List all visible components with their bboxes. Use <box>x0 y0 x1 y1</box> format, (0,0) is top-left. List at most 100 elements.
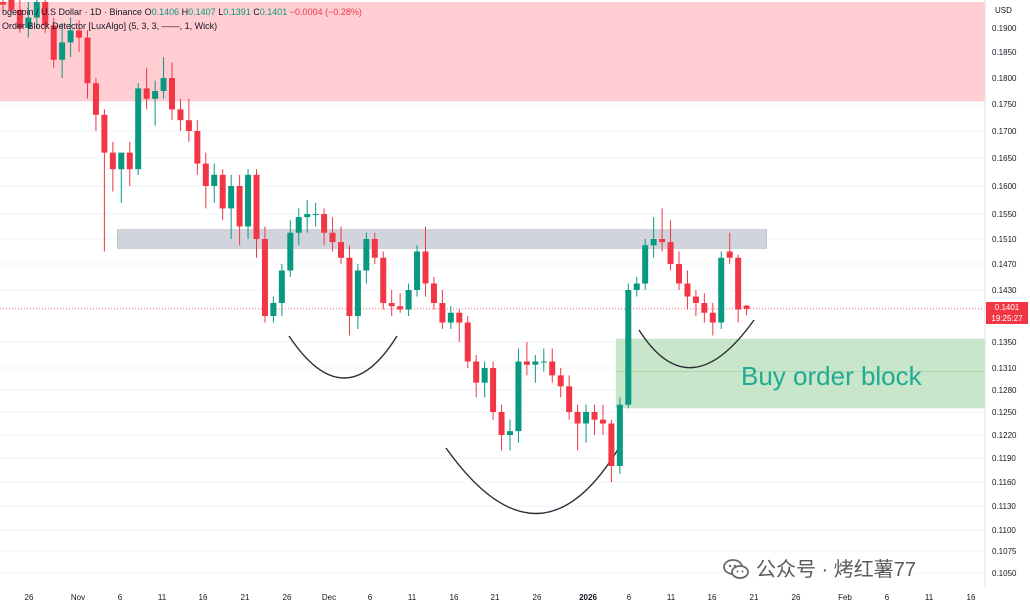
candle-body <box>735 257 742 310</box>
symbol-title[interactable]: ogecoin / U.S Dollar · 1D · Binance <box>2 7 143 17</box>
candle-body <box>726 251 733 258</box>
candle <box>507 419 513 451</box>
price-tick-label: 0.1250 <box>992 408 1017 417</box>
candle-body <box>287 232 294 271</box>
candle <box>430 277 437 310</box>
candle-body <box>42 2 49 26</box>
time-tick-label: 11 <box>667 593 676 602</box>
candle-body <box>566 386 573 412</box>
close-value: 0.1401 <box>259 7 288 17</box>
candle-body <box>430 283 437 303</box>
zone-resistance <box>117 229 767 249</box>
candle <box>405 283 412 316</box>
time-tick-label: 26 <box>792 593 801 602</box>
candle-body <box>473 361 480 383</box>
time-tick-label: 16 <box>708 593 717 602</box>
candle <box>278 264 285 316</box>
candle-body <box>692 296 699 303</box>
time-tick-label: 21 <box>491 593 500 602</box>
candle-body <box>422 251 429 284</box>
candle <box>219 169 226 221</box>
candle <box>464 316 471 368</box>
time-tick-label: 6 <box>627 593 632 602</box>
candle <box>177 98 184 131</box>
candle <box>743 304 750 316</box>
time-tick-label: Feb <box>838 593 852 602</box>
time-axis[interactable]: 26 Nov 6 11 16 21 26 Dec 6 11 16 21 26 2026 6 11 16 21 26 F… <box>25 593 976 602</box>
candle-body <box>185 120 192 131</box>
candle-body <box>599 419 606 424</box>
current-price-value: 0.1401 <box>994 303 1020 312</box>
watermark-text: 公众号 · 烤红薯77 <box>756 559 917 581</box>
candle <box>84 30 91 99</box>
candle <box>692 290 699 316</box>
candle-body <box>642 245 649 284</box>
open-value: 0.1406 <box>151 7 180 17</box>
candle <box>650 217 657 258</box>
candle <box>152 80 159 126</box>
time-tick-label: 26 <box>25 593 34 602</box>
candle-body <box>8 0 15 10</box>
candle-body <box>583 412 590 424</box>
candle-body <box>261 239 268 316</box>
candle <box>642 239 649 290</box>
candle <box>591 404 598 435</box>
candle <box>228 174 235 239</box>
candle-body <box>515 361 522 432</box>
candle <box>160 57 167 99</box>
candle-body <box>59 42 66 60</box>
current-price-badge: 0.1401 19:25:27 <box>986 302 1028 324</box>
candle-body <box>676 264 682 284</box>
candle-body <box>557 375 564 387</box>
price-tick-label: 0.1160 <box>992 478 1016 487</box>
candle-body <box>701 303 708 313</box>
price-tick-label: 0.1750 <box>992 100 1017 109</box>
currency-label[interactable]: USD <box>995 6 1012 15</box>
price-tick-label: 0.1700 <box>992 127 1017 136</box>
candle-body <box>126 152 133 170</box>
candle-body <box>16 9 23 29</box>
candle <box>143 67 150 110</box>
candle-body <box>659 239 666 243</box>
candle <box>726 232 733 264</box>
candle <box>735 254 742 323</box>
close-label: C <box>253 7 260 17</box>
candle-body <box>540 361 547 363</box>
change-value: −0.0004 (−0.28%) <box>289 7 362 17</box>
candle <box>532 355 539 383</box>
candle-body <box>388 303 395 307</box>
candle <box>236 174 243 246</box>
candle <box>659 208 666 252</box>
candle <box>633 277 640 297</box>
candle <box>557 368 564 398</box>
candle-body <box>219 174 226 209</box>
candle <box>42 0 49 33</box>
candle <box>523 342 530 376</box>
time-tick-label: 16 <box>199 593 208 602</box>
open-label: O <box>144 7 152 17</box>
candle <box>608 419 615 482</box>
candle-body <box>312 214 319 215</box>
buy-order-block-label: Buy order block <box>741 361 922 391</box>
candle <box>363 232 370 284</box>
candle <box>16 0 23 33</box>
candle-body <box>67 30 74 43</box>
candle <box>625 283 632 409</box>
candle <box>380 251 387 310</box>
price-tick-label: 0.1190 <box>992 454 1016 463</box>
candle-body <box>414 251 421 290</box>
candle <box>540 348 547 372</box>
arc-left-shoulder <box>288 335 398 379</box>
candle-body <box>481 368 488 383</box>
candle-body <box>76 30 83 38</box>
candle <box>515 348 522 443</box>
indicator-title[interactable]: Order Block Detector [LuxAlgo] (5, 3, 3,… <box>2 21 218 31</box>
candle <box>33 0 40 28</box>
candle-body <box>363 239 370 271</box>
candle-body <box>109 152 116 170</box>
candle <box>490 361 497 420</box>
candle-body <box>439 303 446 323</box>
time-tick-label: 16 <box>967 593 976 602</box>
price-tick-label: 0.1850 <box>992 48 1017 57</box>
